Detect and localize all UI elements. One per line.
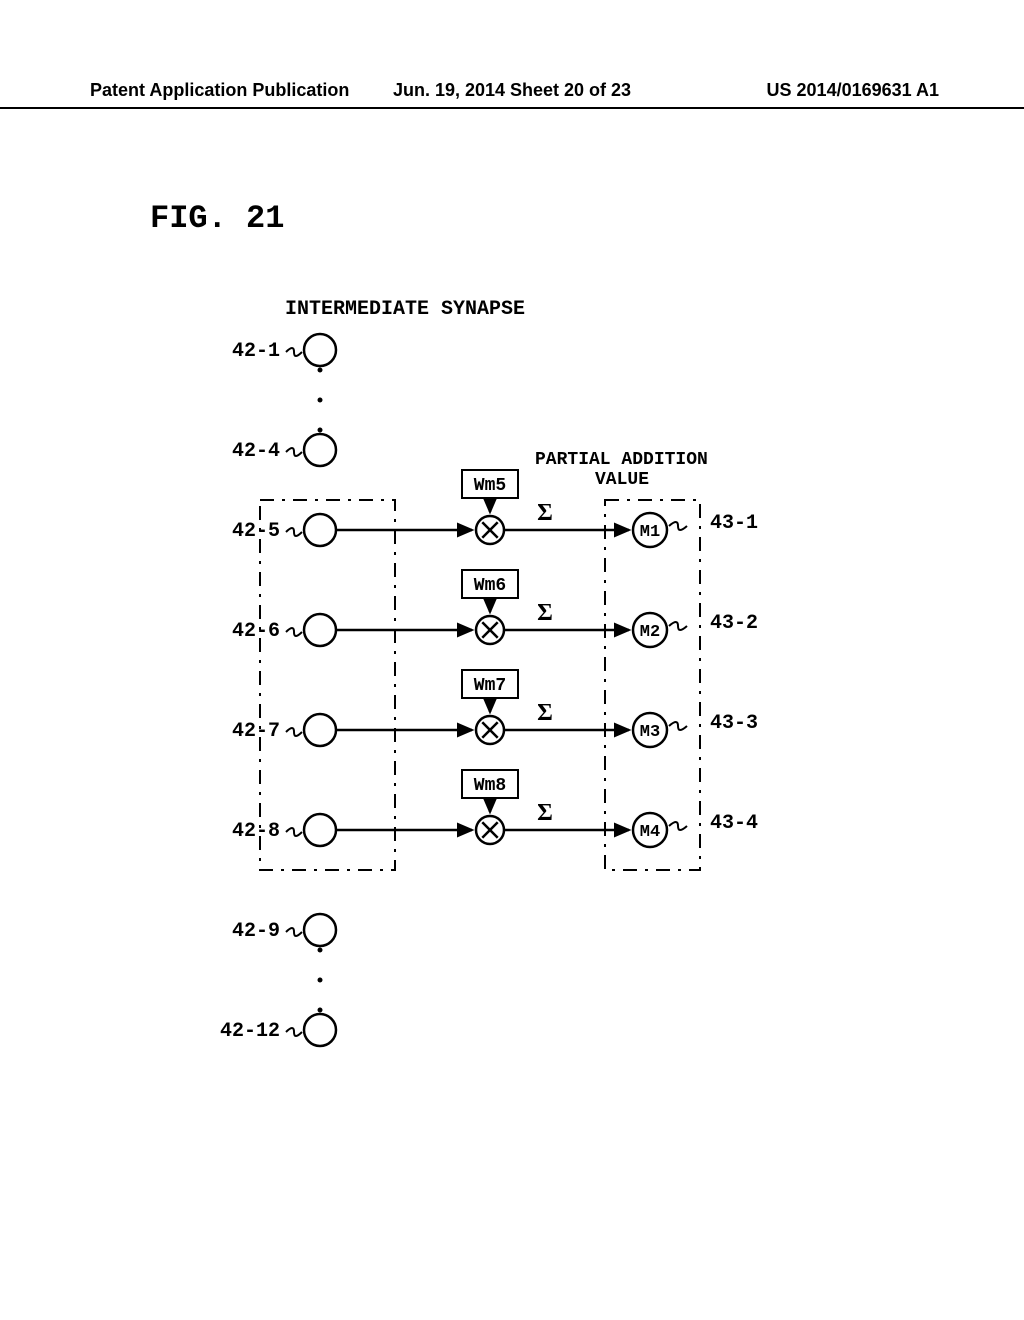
svg-text:42-4: 42-4 — [232, 440, 280, 463]
svg-text:M1: M1 — [640, 523, 660, 542]
svg-text:42-12: 42-12 — [220, 1020, 280, 1043]
svg-text:Σ: Σ — [537, 500, 553, 526]
svg-text:M3: M3 — [640, 723, 660, 742]
svg-text:M2: M2 — [640, 623, 660, 642]
svg-text:Wm5: Wm5 — [474, 476, 506, 496]
svg-text:Wm6: Wm6 — [474, 576, 506, 596]
partial-label-1: PARTIAL ADDITION — [535, 450, 708, 470]
page-header: Patent Application Publication Jun. 19, … — [0, 80, 1024, 109]
svg-text:43-1: 43-1 — [710, 512, 758, 535]
svg-text:42-7: 42-7 — [232, 720, 280, 743]
header-left: Patent Application Publication — [90, 80, 349, 101]
diagram-title: INTERMEDIATE SYNAPSE — [285, 298, 525, 321]
partial-label-2: VALUE — [595, 470, 649, 490]
svg-text:Σ: Σ — [537, 700, 553, 726]
svg-text:42-1: 42-1 — [232, 340, 280, 363]
svg-text:Wm7: Wm7 — [474, 676, 506, 696]
svg-text:43-2: 43-2 — [710, 612, 758, 635]
svg-text:42-6: 42-6 — [232, 620, 280, 643]
svg-text:43-4: 43-4 — [710, 812, 758, 835]
svg-text:Σ: Σ — [537, 600, 553, 626]
svg-text:M4: M4 — [640, 823, 660, 842]
header-center: Jun. 19, 2014 Sheet 20 of 23 — [393, 80, 631, 101]
svg-text:Σ: Σ — [537, 800, 553, 826]
svg-text:42-8: 42-8 — [232, 820, 280, 843]
diagram-container: INTERMEDIATE SYNAPSE PARTIAL ADDITION VA… — [260, 310, 780, 1140]
svg-text:43-3: 43-3 — [710, 712, 758, 735]
figure-label: FIG. 21 — [150, 200, 284, 237]
header-right: US 2014/0169631 A1 — [767, 80, 939, 101]
diagram-svg: 42-142-442-542-642-742-842-942-12Wm5ΣM14… — [260, 310, 780, 1140]
svg-text:42-5: 42-5 — [232, 520, 280, 543]
svg-text:42-9: 42-9 — [232, 920, 280, 943]
svg-text:Wm8: Wm8 — [474, 776, 506, 796]
